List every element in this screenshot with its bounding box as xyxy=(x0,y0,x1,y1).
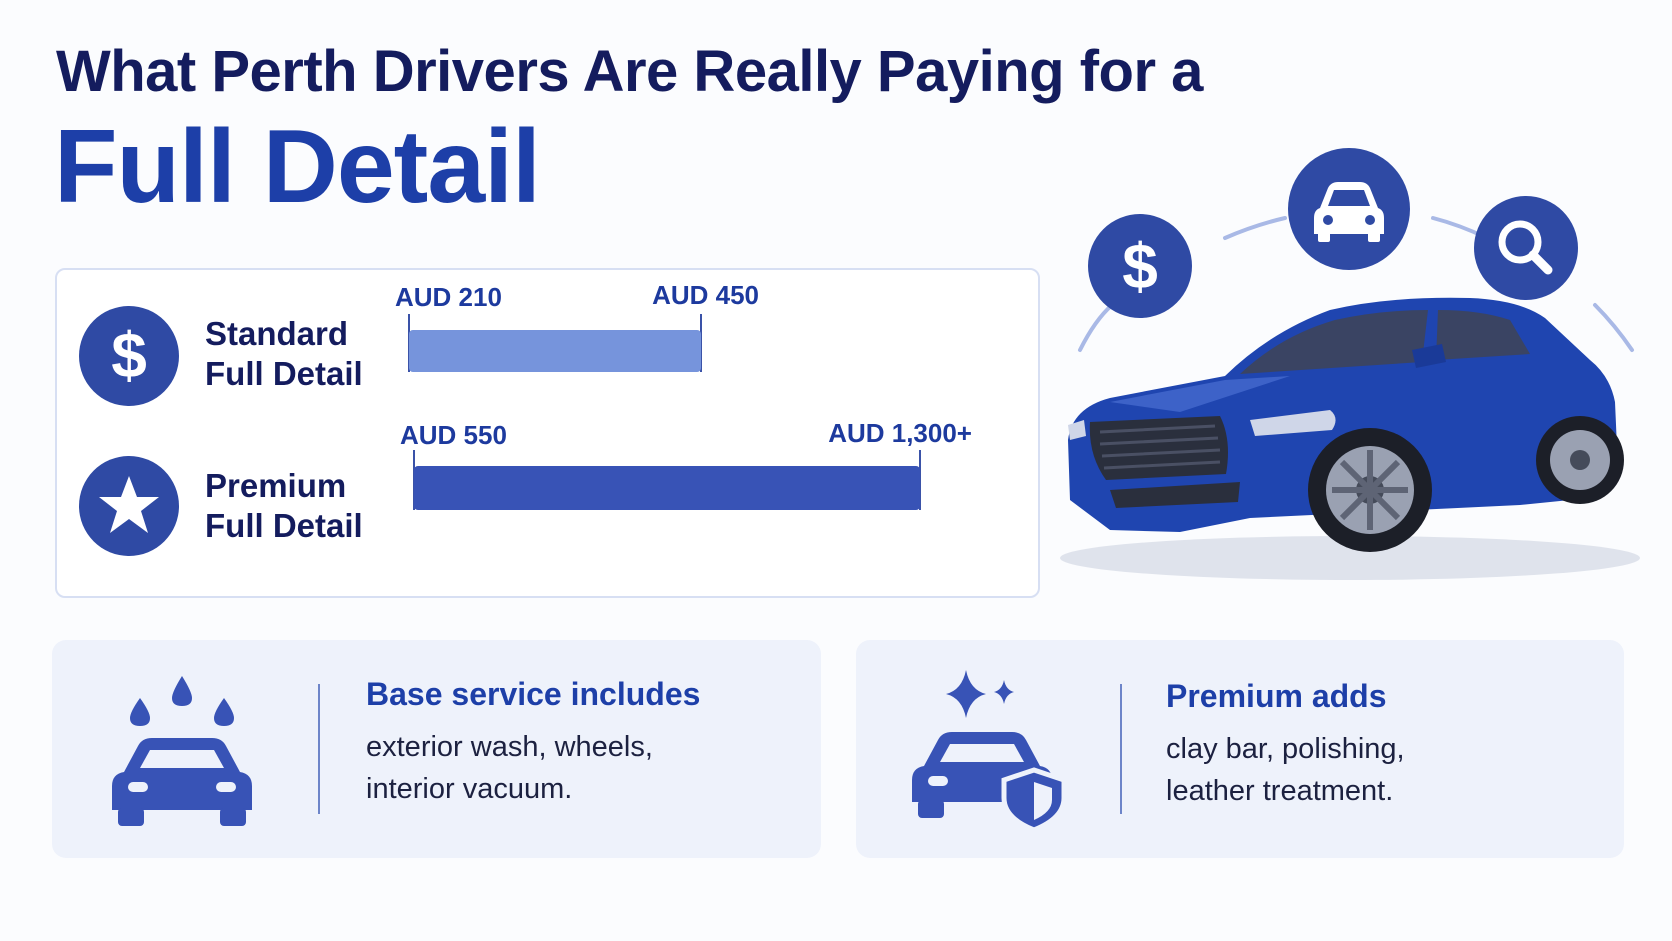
premium-range-bar xyxy=(414,466,920,510)
dollar-icon: $ xyxy=(79,306,179,406)
premium-label-line1: Premium xyxy=(205,467,347,504)
base-service-body-line1: exterior wash, wheels, xyxy=(366,731,653,763)
range-bars-svg: AUD 210 AUD 450 AUD 550 AUD 1,300+ xyxy=(395,280,972,510)
standard-row-label: Standard Full Detail xyxy=(205,314,363,394)
premium-adds-body-line1: clay bar, polishing, xyxy=(1166,733,1405,765)
base-service-body: exterior wash, wheels, interior vacuum. xyxy=(366,726,653,810)
standard-range-bar xyxy=(409,330,701,372)
premium-adds-title: Premium adds xyxy=(1166,678,1387,714)
premium-adds-body: clay bar, polishing, leather treatment. xyxy=(1166,728,1405,812)
standard-label-line1: Standard xyxy=(205,315,349,352)
premium-adds-body-line2: leather treatment. xyxy=(1166,775,1394,807)
svg-text:$: $ xyxy=(1122,230,1158,302)
base-service-body-line2: interior vacuum. xyxy=(366,773,573,805)
standard-min-label: AUD 210 xyxy=(395,282,502,312)
car-illustration-area xyxy=(1060,216,1640,580)
premium-row-label: Premium Full Detail xyxy=(205,466,363,546)
base-service-title: Base service includes xyxy=(366,676,701,712)
base-service-card: Base service includes exterior wash, whe… xyxy=(52,640,821,858)
page-title-line2: Full Detail xyxy=(54,109,541,225)
star-icon xyxy=(79,456,179,556)
car-shield-sparkle-icon xyxy=(912,670,1067,833)
search-icon xyxy=(1474,196,1578,300)
page-title-line1: What Perth Drivers Are Really Paying for… xyxy=(56,39,1203,104)
premium-label-line2: Full Detail xyxy=(205,507,363,544)
standard-label-line2: Full Detail xyxy=(205,355,363,392)
card-divider xyxy=(318,684,320,814)
card-divider xyxy=(1120,684,1122,814)
svg-text:$: $ xyxy=(111,319,147,391)
premium-min-label: AUD 550 xyxy=(400,420,507,450)
car-wash-icon xyxy=(112,676,252,826)
premium-adds-card: Premium adds clay bar, polishing, leathe… xyxy=(856,640,1624,858)
standard-max-label: AUD 450 xyxy=(652,280,759,310)
premium-max-label: AUD 1,300+ xyxy=(828,418,972,448)
dollar-icon: $ xyxy=(1088,214,1192,318)
sedan-car-image xyxy=(1068,297,1624,552)
car-icon xyxy=(1288,148,1410,270)
price-range-chart-panel: $ Standard Full Detail Premium Full Deta… xyxy=(55,268,1040,598)
